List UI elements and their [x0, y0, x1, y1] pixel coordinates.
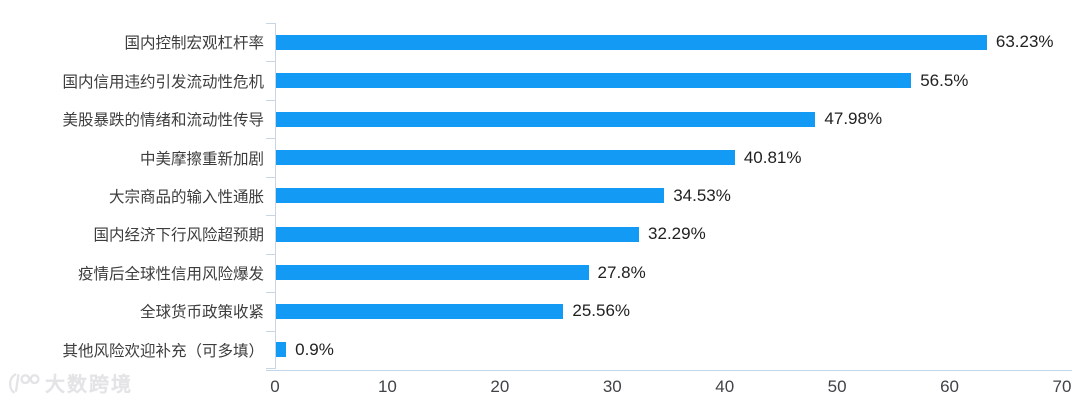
y-tick-mark	[266, 61, 276, 63]
bar	[276, 111, 816, 127]
bar-row: 63.23%	[276, 23, 1063, 61]
x-axis-line	[266, 370, 1072, 371]
watermark-logo-icon	[8, 372, 40, 393]
y-tick-mark	[266, 138, 276, 140]
bar-row: 27.8%	[276, 254, 1063, 292]
y-tick-mark	[266, 23, 276, 24]
category-label: 国内信用违约引发流动性危机	[62, 73, 264, 91]
value-label: 63.23%	[995, 32, 1054, 52]
watermark: 大数跨境	[6, 368, 133, 397]
watermark-text: 大数跨境	[45, 374, 133, 396]
bar-row: 56.5%	[276, 61, 1063, 99]
category-label: 大宗商品的输入性通胀	[108, 188, 264, 206]
plot-area: 63.23% 56.5% 47.98% 40.81% 34.53% 32.29%…	[266, 23, 1063, 369]
y-tick-mark	[266, 292, 276, 294]
bar-row: 0.9%	[276, 331, 1063, 369]
bar	[276, 188, 665, 204]
x-tick-label: 50	[827, 377, 847, 396]
category-label: 疫情后全球性信用风险爆发	[77, 265, 264, 283]
bar	[276, 73, 912, 89]
bar	[276, 265, 589, 281]
x-tick-label: 70	[1052, 377, 1072, 396]
x-tick-label: 0	[270, 377, 280, 396]
y-tick-mark	[266, 215, 276, 217]
x-tick-label: 20	[490, 377, 510, 396]
y-tick-mark	[266, 99, 276, 101]
x-tick-label: 40	[715, 377, 735, 396]
y-tick-mark	[266, 368, 276, 369]
y-tick-mark	[266, 176, 276, 178]
bar	[276, 303, 564, 319]
category-label: 其他风险欢迎补充（可多填）	[62, 342, 264, 360]
category-label: 中美摩擦重新加剧	[139, 150, 264, 168]
bar	[276, 150, 735, 166]
bar	[276, 34, 987, 50]
bar-row: 40.81%	[276, 138, 1063, 176]
x-axis-ticks: 0 10 20 30 40 50 60 70	[270, 377, 1071, 399]
bar	[276, 342, 287, 358]
bar-rows: 63.23% 56.5% 47.98% 40.81% 34.53% 32.29%…	[276, 23, 1063, 369]
x-tick-label: 30	[602, 377, 622, 396]
bar-row: 34.53%	[276, 177, 1063, 215]
value-label: 25.56%	[572, 301, 631, 321]
x-tick-label: 10	[377, 377, 397, 396]
value-label: 47.98%	[824, 109, 883, 129]
y-tick-mark	[266, 253, 276, 255]
value-label: 0.9%	[295, 339, 334, 359]
category-label: 美股暴跌的情绪和流动性传导	[62, 112, 264, 130]
value-label: 56.5%	[920, 70, 969, 90]
category-labels: 国内控制宏观杠杆率国内信用违约引发流动性危机 美股暴跌的情绪和流动性传导中美摩擦重…	[0, 23, 264, 369]
bar	[276, 226, 640, 242]
value-label: 40.81%	[743, 147, 802, 167]
value-label: 32.29%	[648, 224, 706, 244]
category-label: 国内经济下行风险超预期	[93, 227, 264, 245]
value-label: 34.53%	[673, 185, 731, 205]
category-label: 全球货币政策收紧	[139, 304, 264, 322]
category-label: 国内控制宏观杠杆率	[124, 35, 264, 53]
bar-row: 32.29%	[276, 215, 1063, 253]
y-tick-mark	[266, 330, 276, 332]
bar-row: 47.98%	[276, 100, 1063, 138]
value-label: 27.8%	[597, 262, 646, 282]
bar-row: 25.56%	[276, 292, 1063, 330]
x-tick-label: 60	[940, 377, 960, 396]
